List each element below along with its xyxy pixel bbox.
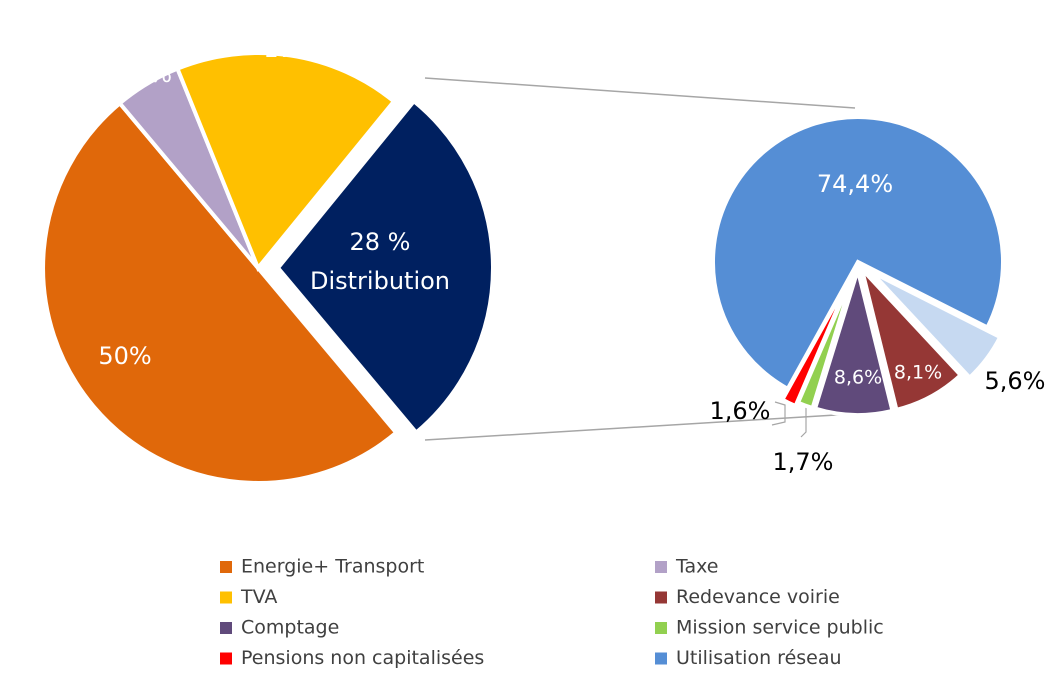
legend-swatch [655, 591, 667, 604]
legend-swatch [220, 561, 232, 573]
data-label: 1,6% [710, 397, 771, 425]
pie-slice [41, 100, 400, 485]
connector-line [424, 411, 886, 441]
pie-slice [858, 262, 964, 413]
legend-label: Comptage [241, 617, 339, 639]
leader-line [771, 401, 786, 426]
data-label: 50% [98, 342, 151, 370]
legend-label: Redevance voirie [676, 586, 840, 608]
connector-line [424, 77, 856, 109]
data-label: 28 % [350, 228, 411, 256]
pie-slice [812, 262, 895, 417]
pie-slice [275, 98, 495, 436]
legend-swatch [220, 591, 232, 604]
legend-label: Utilisation réseau [676, 647, 842, 669]
data-label: 5% [134, 60, 172, 88]
leader-line [800, 400, 807, 438]
legend-swatch [655, 652, 667, 665]
legend-label: Energie+ Transport [241, 556, 424, 578]
data-label: 17% [263, 35, 316, 63]
pie-slice [869, 269, 1003, 381]
data-label: 8,1% [894, 362, 942, 384]
legend-swatch [220, 652, 232, 665]
legend-swatch [655, 561, 667, 573]
data-label: 74,4% [817, 170, 893, 198]
legend-label: Mission service public [676, 617, 884, 639]
data-label: 8,6% [834, 367, 882, 389]
legend-label: TVA [240, 586, 277, 608]
pie-slice [174, 51, 397, 272]
data-label: 1,7% [773, 448, 834, 476]
legend-swatch [220, 622, 232, 634]
legend-label: Taxe [675, 556, 718, 578]
data-label: 5,6% [985, 367, 1046, 395]
pie-slice [711, 115, 1005, 392]
pie-slice [779, 271, 855, 409]
legend-label: Pensions non capitalisées [241, 647, 484, 669]
legend-swatch [655, 622, 667, 634]
slice-name: Distribution [310, 267, 450, 295]
